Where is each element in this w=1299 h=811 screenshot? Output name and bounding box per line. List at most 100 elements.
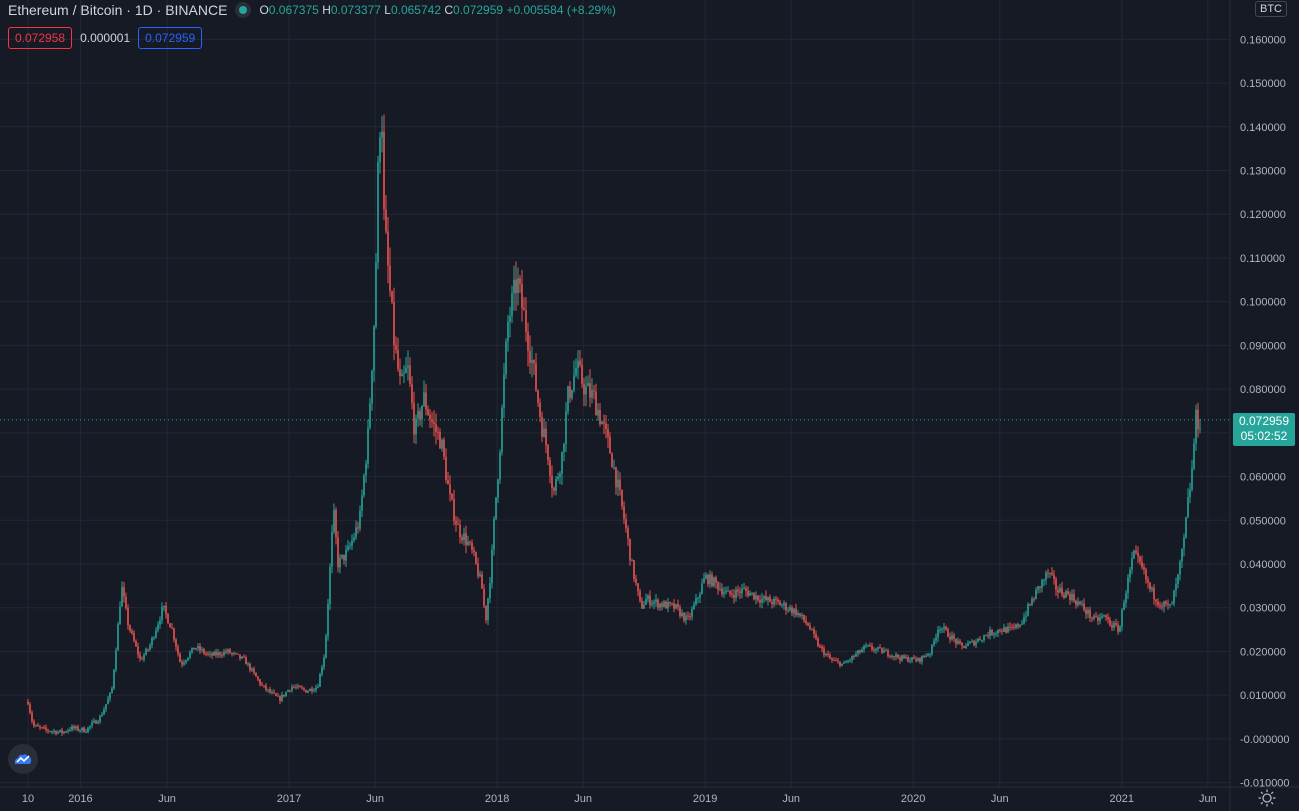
candle-body [329, 566, 331, 604]
candle-body [797, 613, 799, 616]
candle-body [357, 527, 359, 529]
candle-body [657, 599, 659, 608]
candle-body [717, 582, 719, 590]
candle-body [621, 489, 623, 507]
candle-body [61, 729, 63, 734]
candle-body [571, 390, 573, 399]
candle-body [35, 725, 37, 727]
candle-body [405, 367, 407, 373]
ohlc-values: O0.067375 H0.073377 L0.065742 C0.072959 … [259, 3, 616, 17]
candle-body [545, 428, 547, 446]
candle-body [441, 439, 443, 449]
candle-body [103, 709, 105, 715]
candle-body [677, 604, 679, 608]
candle-body [75, 726, 77, 729]
candle-body [1175, 583, 1177, 591]
y-tick-label: 0.010000 [1240, 690, 1286, 702]
candle-body [1041, 580, 1043, 588]
tradingview-cloud-icon[interactable] [8, 744, 38, 774]
y-tick-label: 0.100000 [1240, 297, 1286, 309]
symbol-title[interactable]: Ethereum / Bitcoin · 1D · BINANCE [8, 2, 228, 18]
candle-body [543, 428, 545, 437]
candle-body [661, 603, 663, 607]
candle-body [899, 657, 901, 661]
candle-body [203, 649, 205, 654]
sell-button[interactable]: 0.072958 [8, 27, 73, 49]
candle-body [1091, 617, 1093, 619]
spread-value: 0.000001 [80, 31, 131, 45]
candle-body [927, 654, 929, 657]
candle-body [341, 554, 343, 558]
candle-body [689, 616, 691, 618]
candle-body [273, 691, 275, 694]
high-value: 0.073377 [330, 3, 381, 17]
candle-body [1131, 558, 1133, 570]
candle-body [731, 593, 733, 596]
candle-body [581, 364, 583, 384]
buy-button[interactable]: 0.072959 [138, 27, 203, 49]
candle-body [519, 278, 521, 284]
candle-body [605, 423, 607, 429]
candle-body [979, 638, 981, 641]
candle-body [417, 410, 419, 419]
candle-body [195, 648, 197, 650]
candle-body [173, 628, 175, 640]
candle-body [641, 600, 643, 609]
candle-body [1003, 627, 1005, 632]
candle-body [879, 647, 881, 649]
price-axis[interactable]: 0.160000 0.150000 0.140000 0.130000 0.120000… [1240, 34, 1290, 789]
candle-body [373, 326, 375, 371]
candle-body [1159, 604, 1161, 607]
candle-body [205, 653, 207, 655]
candle-body [957, 640, 959, 644]
candle-body [619, 479, 621, 490]
candle-body [351, 540, 353, 546]
candle-body [491, 549, 493, 584]
candle-body [391, 291, 393, 303]
candle-body [327, 603, 329, 636]
sun-icon[interactable] [1258, 789, 1276, 807]
candle-body [91, 722, 93, 726]
candle-body [1077, 601, 1079, 605]
candle-body [535, 363, 537, 391]
candle-body [989, 629, 991, 637]
candle-body [333, 509, 335, 532]
candle-body [1029, 604, 1031, 606]
candle-body [331, 531, 333, 567]
candle-body [793, 608, 795, 614]
candle-body [1177, 574, 1179, 584]
candle-body [575, 367, 577, 376]
candle-body [1179, 561, 1181, 575]
candle-body [367, 427, 369, 464]
candle-body [235, 652, 237, 654]
candle-body [943, 626, 945, 629]
change-value: +0.005584 (+8.29%) [506, 3, 616, 17]
candles [27, 114, 1201, 736]
candle-body [1057, 589, 1059, 593]
candle-body [589, 383, 591, 398]
candle-body [113, 669, 115, 689]
candle-body [55, 730, 57, 734]
candle-body [893, 655, 895, 658]
candle-body [387, 231, 389, 266]
candle-body [355, 527, 357, 538]
time-axis[interactable]: 10 2016 Jun 2017 Jun 2018 Jun 2019 Jun 2020 Jun 202… [22, 793, 1217, 805]
candle-body [781, 605, 783, 607]
candle-body [337, 537, 339, 568]
x-tick-label: 2018 [485, 793, 509, 805]
candle-body [1097, 616, 1099, 621]
candle-body [613, 467, 615, 469]
candle-body [987, 635, 989, 637]
candle-body [217, 652, 219, 656]
candle-body [245, 657, 247, 665]
currency-badge[interactable]: BTC [1255, 1, 1287, 17]
candle-body [107, 698, 109, 705]
candle-body [515, 279, 517, 294]
candle-body [509, 316, 511, 322]
candle-body [183, 662, 185, 665]
candle-body [955, 638, 957, 644]
candle-body [1027, 604, 1029, 616]
candle-body [901, 655, 903, 661]
